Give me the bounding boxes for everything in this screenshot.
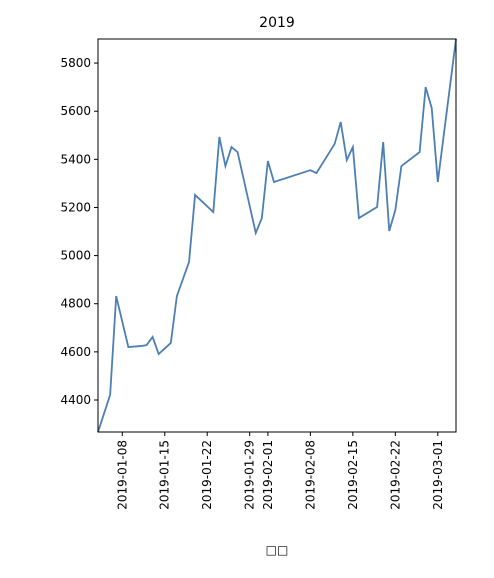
y-tick-label: 4600 (60, 345, 91, 359)
x-tick-label: 2019-02-08 (303, 440, 317, 510)
y-tick-label: 5800 (60, 56, 91, 70)
x-tick-label: 2019-03-01 (431, 440, 445, 510)
x-tick-label: 2019-01-22 (200, 440, 214, 510)
x-tick-label: 2019-01-08 (115, 440, 129, 510)
chart-title: 2019 (259, 15, 295, 31)
x-tick-label: 2019-02-15 (346, 440, 360, 510)
x-tick-label: 2019-01-29 (243, 440, 257, 510)
y-tick-label: 5000 (60, 249, 91, 263)
y-tick-label: 4400 (60, 393, 91, 407)
x-axis-label: □□ (266, 543, 289, 557)
x-tick-label: 2019-02-01 (261, 440, 275, 510)
y-tick-label: 5200 (60, 200, 91, 214)
x-tick-label: 2019-01-15 (158, 440, 172, 510)
plot-frame (97, 38, 457, 433)
x-tick-label: 2019-02-22 (388, 440, 402, 510)
y-tick-label: 5400 (60, 152, 91, 166)
y-tick-label: 5600 (60, 104, 91, 118)
y-tick-label: 4800 (60, 297, 91, 311)
line (97, 38, 457, 433)
